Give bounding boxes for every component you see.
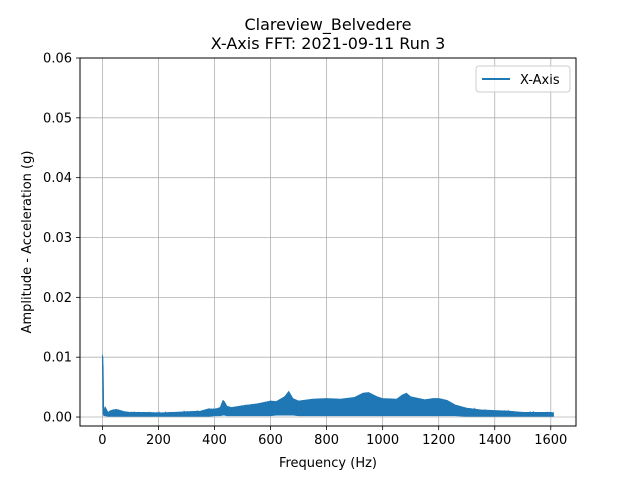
x-tick-label: 400 bbox=[202, 433, 227, 448]
x-tick-label: 1400 bbox=[478, 433, 511, 448]
series-x-axis-line bbox=[101, 358, 555, 418]
x-axis-ticks: 0 200 400 600 800 1000 1200 1400 1600 bbox=[98, 426, 567, 448]
x-tick-label: 1200 bbox=[422, 433, 455, 448]
x-tick-label: 1000 bbox=[366, 433, 399, 448]
x-tick-label: 800 bbox=[314, 433, 339, 448]
y-tick-label: 0.00 bbox=[43, 411, 72, 426]
y-tick-label: 0.04 bbox=[43, 171, 72, 186]
x-tick-label: 600 bbox=[258, 433, 283, 448]
legend: X-Axis bbox=[475, 65, 571, 93]
x-axis-label: Frequency (Hz) bbox=[279, 456, 377, 471]
y-tick-label: 0.02 bbox=[43, 291, 72, 306]
y-tick-label: 0.06 bbox=[43, 52, 72, 67]
x-tick-label: 200 bbox=[146, 433, 171, 448]
y-tick-label: 0.01 bbox=[43, 351, 72, 366]
chart-subtitle: X-Axis FFT: 2021-09-11 Run 3 bbox=[211, 34, 446, 53]
y-axis-label: Amplitude - Acceleration (g) bbox=[20, 151, 35, 334]
plot-frame bbox=[79, 57, 577, 427]
legend-label-x-axis: X-Axis bbox=[520, 73, 560, 88]
series-x-axis bbox=[101, 354, 555, 418]
y-tick-label: 0.03 bbox=[43, 231, 72, 246]
legend-box bbox=[475, 65, 571, 93]
x-tick-label: 1600 bbox=[534, 433, 567, 448]
x-tick-label: 0 bbox=[98, 433, 106, 448]
chart-title: Clareview_Belvedere bbox=[245, 15, 412, 35]
y-tick-label: 0.05 bbox=[43, 111, 72, 126]
plot-area: 0 200 400 600 800 1000 1200 1400 1600 0.000.010.… bbox=[43, 52, 577, 448]
y-axis-ticks: 0.00 0.01 0.02 0.03 0.04 0.05 0.06 bbox=[43, 52, 80, 426]
grid-lines bbox=[80, 57, 576, 426]
